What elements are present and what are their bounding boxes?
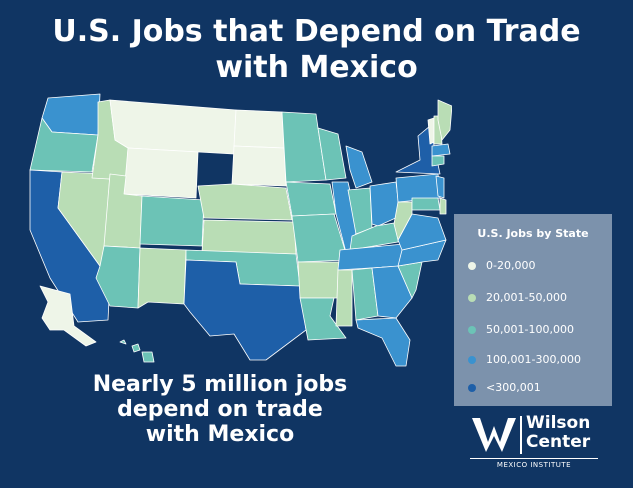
subtitle-line-3: with Mexico — [145, 422, 295, 447]
subtitle-line-2: depend on trade — [117, 397, 323, 422]
state-de — [439, 197, 447, 215]
logo-divider — [520, 416, 522, 454]
logo-wordmark: Wilson Center — [526, 414, 590, 452]
state-wi — [317, 127, 347, 181]
title-line-1: U.S. Jobs that Depend on Trade — [52, 14, 581, 49]
state-nm — [137, 247, 187, 309]
map-legend: U.S. Jobs by State 0-20,000 20,001-50,00… — [454, 214, 612, 406]
state-ar — [297, 261, 341, 299]
legend-label: 50,001-100,000 — [486, 323, 574, 336]
state-wa — [41, 93, 101, 136]
legend-swatch — [468, 356, 476, 364]
state-wy — [123, 147, 199, 199]
legend-label: 0-20,000 — [486, 259, 536, 272]
state-ne — [197, 183, 293, 221]
state-la — [299, 297, 347, 341]
state-wv — [393, 201, 413, 241]
state-ks — [201, 219, 297, 255]
legend-title: U.S. Jobs by State — [477, 227, 589, 240]
legend-label: 100,001-300,000 — [486, 353, 581, 366]
state-nd — [233, 109, 285, 149]
state-mi — [345, 145, 373, 189]
legend-swatch — [468, 262, 476, 270]
state-ma — [431, 143, 451, 157]
state-nj — [435, 175, 445, 199]
state-ms — [335, 269, 353, 327]
logo-line-1: Wilson — [526, 413, 591, 433]
wilson-center-logo: Wilson Center MEXICO INSTITUTE — [470, 414, 620, 470]
legend-label: <300,001 — [486, 381, 541, 394]
state-or — [29, 117, 99, 173]
legend-swatch — [468, 384, 476, 392]
state-fl — [355, 317, 411, 367]
legend-swatch — [468, 326, 476, 334]
wilson-center-w-icon — [472, 418, 516, 452]
state-ga — [371, 265, 413, 319]
legend-swatch — [468, 294, 476, 302]
logo-subtitle: MEXICO INSTITUTE — [470, 458, 598, 469]
subtitle: Nearly 5 million jobs depend on trade wi… — [70, 372, 370, 447]
logo-line-2: Center — [526, 432, 591, 452]
state-md — [411, 197, 441, 211]
state-tx — [183, 259, 307, 361]
state-mn — [281, 111, 327, 183]
state-ct — [431, 155, 445, 167]
state-ak — [39, 285, 97, 347]
us-map — [29, 93, 452, 367]
state-ny — [395, 125, 441, 175]
state-mt — [109, 99, 237, 155]
page-title: U.S. Jobs that Depend on Trade with Mexi… — [0, 14, 633, 86]
state-oh — [369, 181, 401, 227]
state-ia — [285, 181, 337, 217]
state-hi — [119, 339, 155, 363]
state-co — [139, 195, 205, 247]
state-sd — [231, 145, 287, 187]
title-line-2: with Mexico — [215, 50, 418, 85]
subtitle-line-1: Nearly 5 million jobs — [92, 372, 348, 397]
state-me — [437, 99, 452, 141]
legend-label: 20,001-50,000 — [486, 291, 567, 304]
